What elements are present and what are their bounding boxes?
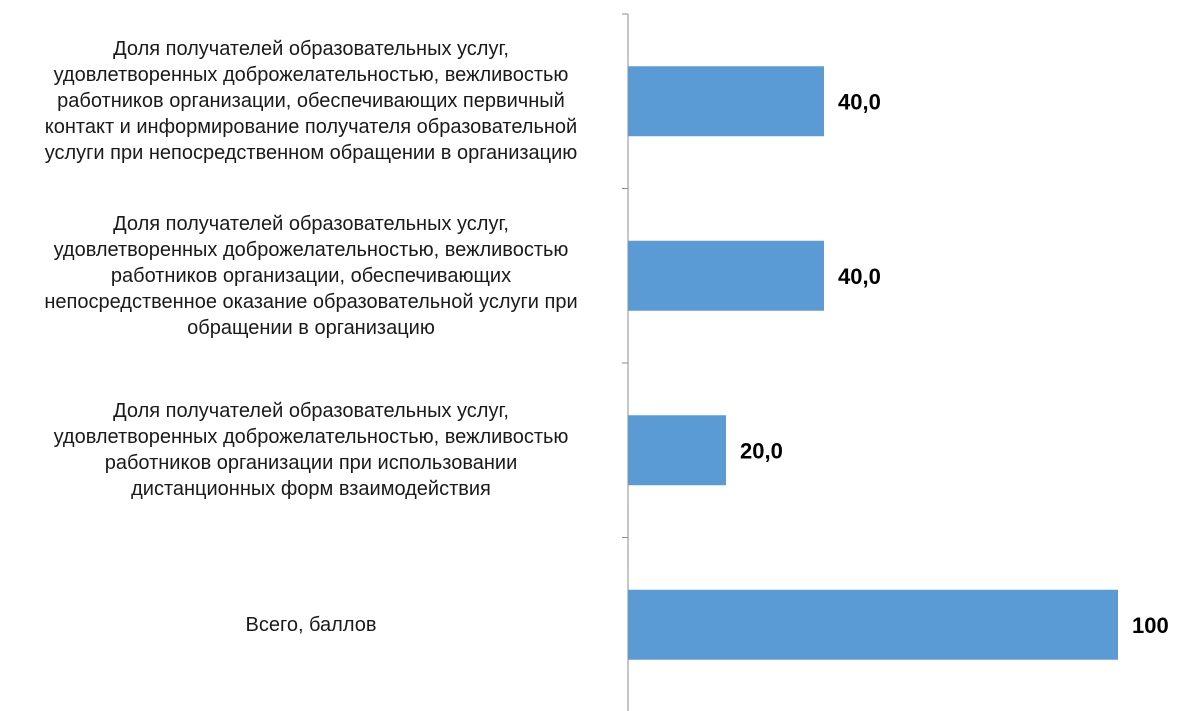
- category-label-line: Доля получателей образовательных услуг,: [113, 212, 509, 235]
- category-label-line: работников организации, обеспечивающих: [110, 264, 512, 287]
- bars-layer: [628, 66, 1118, 660]
- category-label-line: удовлетворенных доброжелательностью, веж…: [53, 238, 569, 261]
- category-label-1: Доля получателей образовательных услуг, у…: [8, 36, 614, 166]
- bar-4: [628, 589, 1118, 660]
- data-label-4: 100: [1132, 613, 1169, 638]
- category-label-line: непосредственное оказание образовательно…: [44, 290, 578, 313]
- category-label-3: Доля получателей образовательных услуг, у…: [8, 398, 614, 502]
- category-axis: [622, 13, 629, 711]
- category-label-line: Всего, баллов: [245, 613, 377, 636]
- bar-3: [628, 415, 726, 486]
- data-label-2: 40,0: [838, 264, 881, 289]
- category-label-4: Всего, баллов: [8, 612, 614, 638]
- category-label-line: удовлетворенных доброжелательностью, веж…: [53, 426, 569, 449]
- category-label-line: работников организации, обеспечивающих п…: [57, 90, 565, 113]
- category-label-line: Доля получателей образовательных услуг,: [113, 38, 509, 61]
- bar-1: [628, 66, 824, 137]
- data-labels-layer: 40,0 40,0 20,0 100: [740, 89, 1169, 638]
- category-label-line: Доля получателей образовательных услуг,: [113, 400, 509, 423]
- category-label-line: услуги при непосредственном обращении в …: [44, 142, 578, 165]
- category-label-line: контакт и информирование получателя обра…: [44, 116, 578, 139]
- category-label-line: обращении в организацию: [187, 316, 435, 339]
- data-label-3: 20,0: [740, 438, 783, 463]
- bar-2: [628, 240, 824, 311]
- data-label-1: 40,0: [838, 89, 881, 114]
- category-label-line: работников организации при использовании: [104, 452, 518, 475]
- category-label-line: дистанционных форм взаимодействия: [131, 478, 491, 501]
- category-label-line: удовлетворенных доброжелательностью, веж…: [53, 64, 569, 87]
- category-label-2: Доля получателей образовательных услуг, у…: [8, 211, 614, 341]
